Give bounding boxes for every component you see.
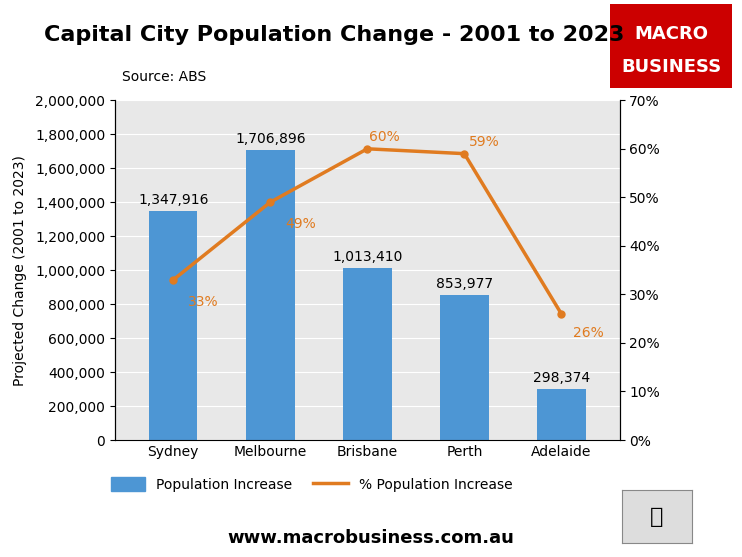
Y-axis label: Projected Change (2001 to 2023): Projected Change (2001 to 2023) (13, 155, 27, 385)
Bar (246, 150, 295, 440)
Text: 26%: 26% (573, 326, 604, 340)
Text: 59%: 59% (469, 135, 500, 149)
Text: BUSINESS: BUSINESS (621, 58, 721, 76)
Text: 298,374: 298,374 (533, 371, 590, 385)
Text: www.macrobusiness.com.au: www.macrobusiness.com.au (228, 529, 514, 547)
Legend: Population Increase, % Population Increase: Population Increase, % Population Increa… (105, 471, 519, 497)
Text: MACRO: MACRO (634, 25, 708, 43)
Text: 1,347,916: 1,347,916 (138, 193, 209, 207)
Text: 49%: 49% (285, 217, 315, 231)
Text: Source: ABS: Source: ABS (122, 70, 207, 84)
Text: 33%: 33% (188, 295, 218, 309)
Text: 60%: 60% (370, 130, 400, 144)
Bar (537, 389, 585, 440)
Bar (440, 295, 488, 440)
Text: Capital City Population Change - 2001 to 2023: Capital City Population Change - 2001 to… (44, 25, 624, 45)
Text: 853,977: 853,977 (436, 277, 493, 291)
Text: 1,013,410: 1,013,410 (332, 250, 402, 263)
Text: 🐺: 🐺 (650, 507, 664, 526)
Bar (343, 268, 392, 440)
Bar (149, 211, 197, 440)
Text: 1,706,896: 1,706,896 (235, 132, 306, 146)
